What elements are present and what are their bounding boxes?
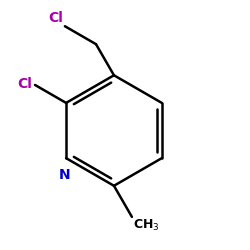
Text: N: N bbox=[59, 168, 70, 182]
Text: Cl: Cl bbox=[17, 76, 32, 90]
Text: Cl: Cl bbox=[49, 11, 64, 25]
Text: CH$_3$: CH$_3$ bbox=[133, 218, 160, 233]
